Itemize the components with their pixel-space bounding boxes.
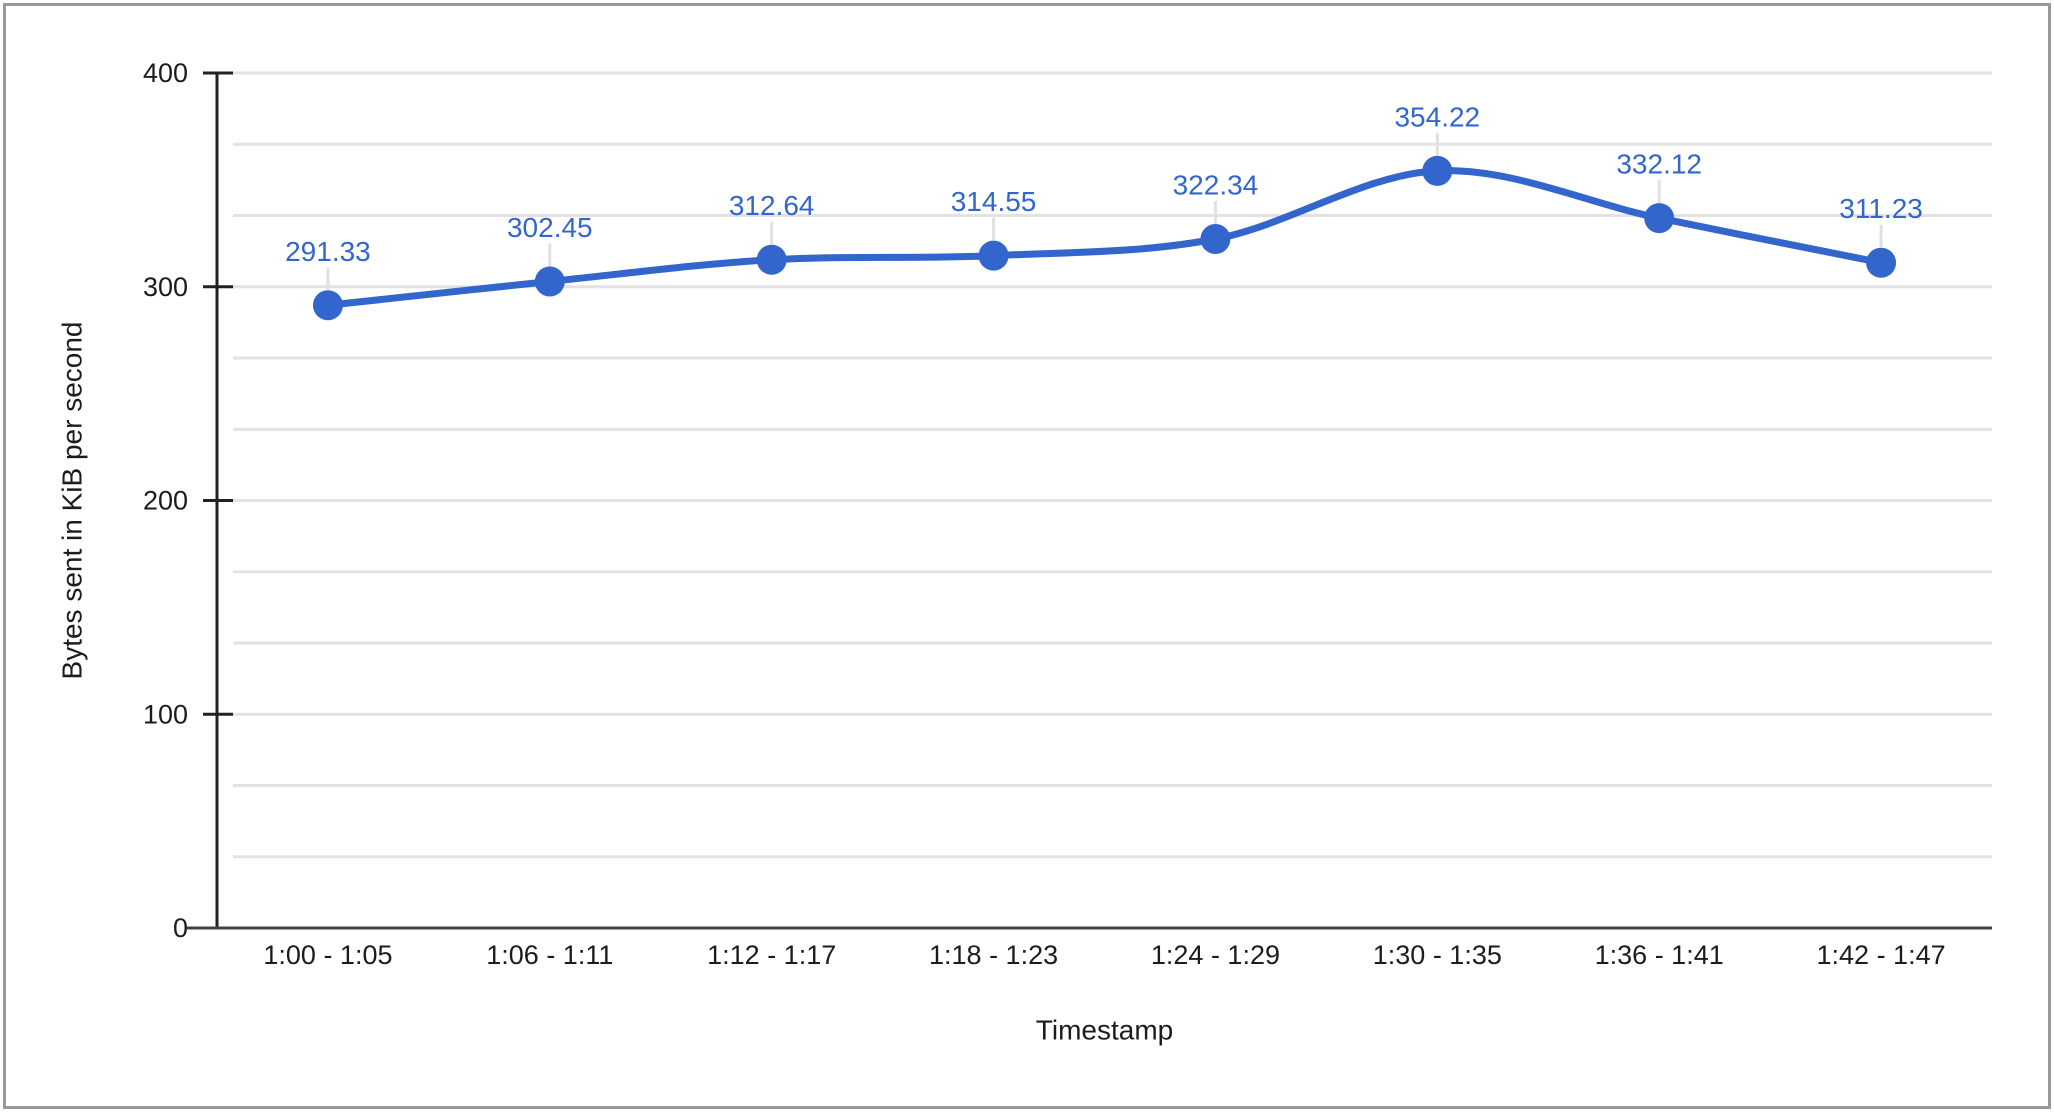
x-tick-label: 1:24 - 1:29 <box>1151 940 1280 970</box>
data-point-label: 291.33 <box>285 236 371 267</box>
x-tick-label: 1:06 - 1:11 <box>486 940 613 970</box>
y-tick-label: 200 <box>143 486 188 516</box>
data-point-label: 332.12 <box>1616 149 1702 180</box>
gridline-layer <box>233 71 1992 859</box>
y-axis-title: Bytes sent in KiB per second <box>57 322 88 680</box>
data-point-marker <box>978 240 1009 271</box>
data-point-marker <box>1644 203 1675 234</box>
x-tick-label: 1:18 - 1:23 <box>929 940 1058 970</box>
x-tick-label: 1:36 - 1:41 <box>1595 940 1724 970</box>
y-tick-label: 400 <box>143 58 188 88</box>
data-point-label: 311.23 <box>1839 193 1923 224</box>
data-point-marker <box>534 266 565 297</box>
data-point-marker <box>1422 155 1453 186</box>
x-tick-label: 1:42 - 1:47 <box>1817 940 1946 970</box>
data-point-marker <box>1200 223 1231 254</box>
data-point-marker <box>756 244 787 275</box>
data-point-label: 354.22 <box>1394 101 1480 132</box>
series-layer <box>312 155 1897 321</box>
data-point-label: 302.45 <box>507 212 593 243</box>
data-point-label: 312.64 <box>729 190 815 221</box>
data-label-layer: 291.33 302.45 312.64 314.55 322.34 354.22 332.… <box>285 101 1923 291</box>
data-point-label: 322.34 <box>1173 169 1259 200</box>
data-point-label: 314.55 <box>951 186 1037 217</box>
data-point-marker <box>1866 247 1897 278</box>
x-tick-label: 1:30 - 1:35 <box>1373 940 1502 970</box>
x-tick-label: 1:12 - 1:17 <box>707 940 836 970</box>
y-tick-label: 0 <box>173 913 188 943</box>
y-tick-label: 100 <box>143 699 188 729</box>
y-tick-label: 300 <box>143 272 188 302</box>
axis-layer: 0 100 200 300 400 1:00 - 1:05 1:06 - 1:11 1:12 … <box>143 58 1992 970</box>
x-axis-title: Timestamp <box>1036 1015 1173 1046</box>
x-tick-label: 1:00 - 1:05 <box>263 940 392 970</box>
series-line <box>324 167 1885 309</box>
data-point-marker <box>312 290 343 321</box>
frame-border-rect <box>3 3 2051 1109</box>
